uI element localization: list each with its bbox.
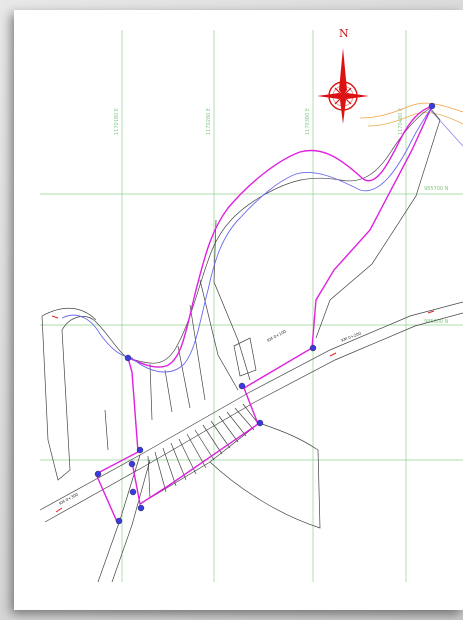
contour-lines (359, 102, 463, 147)
map-sheet (14, 10, 463, 610)
grid-label-x1: 1170180 E (114, 108, 120, 135)
survey-point-icon (124, 354, 132, 362)
road-label: KM 0+300 (58, 491, 79, 505)
parcel-lines (39, 107, 463, 583)
survey-point-icon (309, 344, 317, 352)
grid-label-x2: 1170280 E (206, 108, 212, 135)
survey-point-icon (129, 488, 137, 496)
survey-point-icon (115, 517, 123, 525)
survey-point-icon (238, 382, 246, 390)
survey-point-icon (128, 460, 136, 468)
survey-point-icon (256, 419, 264, 427)
alignment-blue (61, 105, 433, 373)
survey-points (94, 102, 436, 525)
north-label: N (339, 27, 349, 40)
north-arrow-icon (317, 48, 369, 124)
road-label: KM 0+100 (266, 328, 287, 342)
grid-label-x3: 1170380 E (305, 108, 311, 135)
grid-label-y1: 985700 N (424, 186, 449, 192)
grid-label-y2: 985600 N (424, 319, 449, 325)
grid-label-x4: 1170480 E (398, 108, 404, 135)
survey-point-icon (136, 446, 144, 454)
coordinate-grid (40, 30, 463, 582)
survey-point-icon (94, 470, 102, 478)
road-markers (51, 310, 435, 513)
survey-point-icon (428, 102, 436, 110)
alignment-magenta (95, 104, 434, 525)
survey-point-icon (137, 504, 145, 512)
